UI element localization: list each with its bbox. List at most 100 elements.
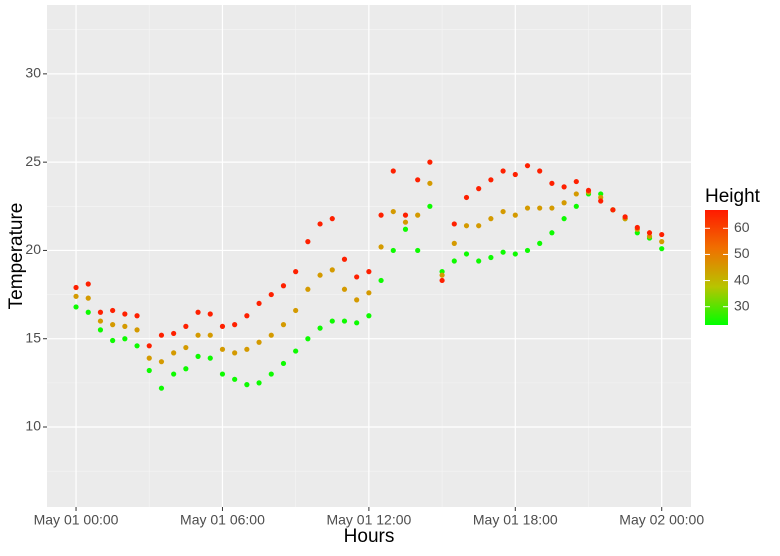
point: [268, 371, 274, 377]
point: [134, 313, 140, 319]
point: [97, 327, 104, 333]
point: [659, 246, 665, 252]
point: [451, 221, 457, 227]
x-tick-label: May 01 12:00: [326, 512, 411, 528]
point: [341, 286, 348, 292]
colorbar-tick-label: 30: [734, 297, 750, 313]
point: [195, 309, 201, 315]
x-tick-label: May 01 06:00: [180, 512, 265, 528]
point: [122, 336, 128, 342]
y-axis-title: Temperature: [6, 203, 27, 310]
point: [256, 300, 262, 307]
point: [537, 240, 543, 246]
point: [97, 309, 104, 315]
point: [402, 212, 409, 218]
point: [512, 171, 518, 178]
point: [463, 251, 470, 257]
point: [549, 180, 555, 186]
point: [158, 385, 165, 391]
colorbar: [705, 210, 728, 325]
point: [219, 371, 226, 377]
point: [110, 307, 116, 314]
point: [305, 239, 311, 245]
y-tick-label: 30: [25, 65, 41, 81]
point: [146, 355, 152, 361]
point: [195, 353, 201, 359]
point: [488, 177, 494, 183]
point: [390, 208, 396, 215]
point: [183, 344, 189, 351]
point: [268, 332, 274, 338]
series: [73, 159, 665, 349]
point: [439, 272, 445, 278]
point: [378, 277, 384, 284]
point: [512, 212, 518, 218]
colorbar-tick-label: 40: [734, 271, 750, 287]
point: [146, 343, 152, 349]
point: [280, 283, 287, 289]
point: [439, 277, 445, 284]
point: [646, 230, 653, 236]
point: [73, 293, 79, 299]
point: [354, 320, 360, 326]
point: [488, 216, 494, 222]
point: [329, 267, 335, 273]
point: [524, 205, 531, 211]
point: [305, 336, 311, 342]
colorbar-tick-label: 50: [734, 245, 750, 261]
point: [537, 168, 543, 174]
point: [610, 207, 616, 213]
colorbar-tick-label: 60: [734, 219, 750, 235]
point: [488, 254, 494, 261]
point: [573, 191, 579, 197]
point: [293, 269, 299, 275]
point: [500, 208, 506, 215]
point: [73, 304, 79, 310]
point: [402, 219, 409, 225]
y-tick-label: 10: [25, 418, 41, 434]
point: [476, 258, 482, 264]
point: [158, 359, 165, 365]
point: [402, 226, 409, 232]
point: [293, 348, 299, 354]
point: [415, 212, 421, 218]
point: [427, 159, 433, 165]
point: [122, 323, 128, 329]
point: [366, 313, 372, 319]
point: [85, 309, 91, 315]
point: [122, 311, 128, 317]
point: [146, 367, 152, 374]
x-tick-label: May 02 00:00: [619, 512, 704, 528]
point: [171, 371, 177, 377]
point: [598, 198, 604, 204]
point: [232, 321, 238, 328]
point: [524, 247, 531, 254]
x-tick-label: May 01 18:00: [473, 512, 558, 528]
point: [549, 230, 555, 236]
point: [219, 323, 226, 329]
point: [549, 205, 555, 211]
point: [378, 212, 384, 218]
point: [390, 247, 396, 254]
point: [390, 168, 396, 174]
point: [585, 187, 592, 194]
point: [341, 318, 348, 324]
y-tick-label: 25: [25, 153, 41, 169]
point: [207, 332, 213, 338]
point: [659, 231, 665, 238]
point: [463, 194, 470, 201]
point: [85, 281, 91, 287]
point: [427, 180, 433, 186]
point: [171, 350, 177, 356]
point: [293, 307, 299, 314]
point: [85, 295, 91, 301]
point: [207, 311, 213, 317]
legend-title: Height: [705, 186, 761, 207]
point: [317, 221, 323, 227]
point: [268, 291, 274, 298]
point: [378, 244, 384, 250]
point: [573, 203, 579, 209]
point: [134, 343, 140, 349]
